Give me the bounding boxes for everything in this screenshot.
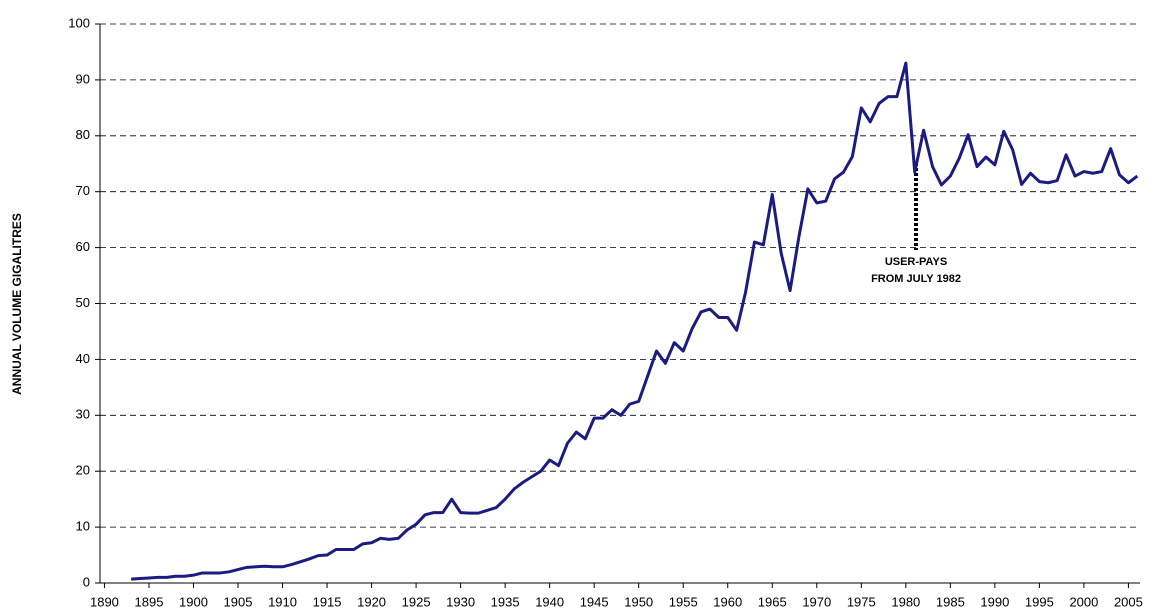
- x-tick-label: 1915: [313, 594, 342, 609]
- x-tick-label: 1935: [491, 594, 520, 609]
- y-tick-label: 0: [83, 574, 90, 589]
- x-tick-label: 1920: [357, 594, 386, 609]
- x-tick-label: 1940: [535, 594, 564, 609]
- x-tick-label: 1995: [1025, 594, 1054, 609]
- x-tick-label: 1930: [446, 594, 475, 609]
- x-tick-label: 1900: [179, 594, 208, 609]
- x-tick-label: 1925: [402, 594, 431, 609]
- x-tick-label: 1890: [90, 594, 119, 609]
- y-tick-label: 90: [76, 71, 90, 86]
- x-tick-label: 1945: [580, 594, 609, 609]
- annotation: FROM JULY 1982: [871, 273, 961, 285]
- annotation: USER-PAYS: [885, 256, 947, 268]
- y-tick-label: 50: [76, 295, 90, 310]
- y-tick-label: 100: [68, 15, 90, 30]
- x-tick-label: 1955: [669, 594, 698, 609]
- y-tick-label: 60: [76, 239, 90, 254]
- x-tick-label: 1960: [713, 594, 742, 609]
- x-tick-label: 1950: [624, 594, 653, 609]
- y-tick-label: 30: [76, 407, 90, 422]
- x-tick-label: 1910: [268, 594, 297, 609]
- x-tick-label: 1895: [135, 594, 164, 609]
- y-tick-label: 80: [76, 127, 90, 142]
- y-tick-label: 40: [76, 351, 90, 366]
- x-tick-label: 1905: [224, 594, 253, 609]
- y-tick-label: 20: [76, 463, 90, 478]
- x-tick-label: 1990: [980, 594, 1009, 609]
- x-tick-label: 1985: [936, 594, 965, 609]
- line-series: [131, 61, 1139, 581]
- y-tick-label: 10: [76, 519, 90, 534]
- x-tick-label: 1975: [847, 594, 876, 609]
- x-tick-label: 2000: [1069, 594, 1098, 609]
- x-tick-label: 1980: [891, 594, 920, 609]
- x-tick-label: 1965: [758, 594, 787, 609]
- y-tick-label: 70: [76, 183, 90, 198]
- y-axis-label: ANNUAL VOLUME GIGALITRES: [10, 213, 24, 395]
- x-tick-label: 1970: [802, 594, 831, 609]
- x-tick-label: 2005: [1114, 594, 1143, 609]
